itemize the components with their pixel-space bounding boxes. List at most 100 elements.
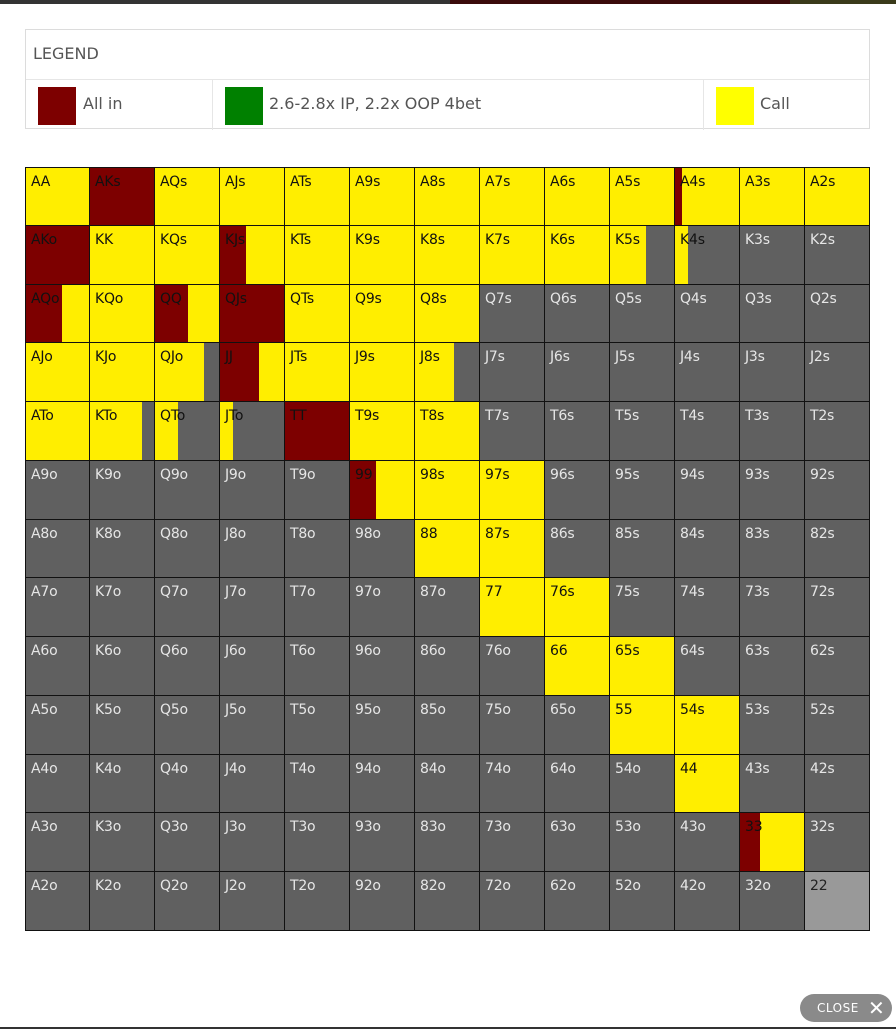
hand-label: Q7o — [160, 584, 188, 600]
hand-cell-99: 99 — [350, 461, 415, 520]
hand-label: T2o — [290, 878, 316, 894]
legend-label-4bet: 2.6-2.8x IP, 2.2x OOP 4bet — [269, 94, 482, 113]
hand-label: A5s — [615, 174, 641, 190]
hand-cell-63s: 63s — [740, 637, 805, 696]
hand-label: 42o — [680, 878, 706, 894]
hand-cell-qq: QQ — [155, 285, 220, 343]
hand-cell-q5s: Q5s — [610, 285, 675, 343]
hand-label: Q4o — [160, 761, 188, 777]
hand-label: K8s — [420, 232, 445, 248]
hand-label: 95s — [615, 467, 640, 483]
call-fill — [545, 226, 609, 284]
allin-fill — [220, 343, 259, 401]
hand-label: QJo — [160, 349, 184, 365]
hand-cell-32o: 32o — [740, 872, 805, 931]
hand-cell-54o: 54o — [610, 755, 675, 813]
hand-cell-a7o: A7o — [25, 578, 90, 637]
hand-label: 54s — [680, 702, 705, 718]
call-fill — [415, 168, 479, 225]
hand-cell-95o: 95o — [350, 696, 415, 755]
hand-cell-k4s: K4s — [675, 226, 740, 285]
hand-cell-t6o: T6o — [285, 637, 350, 696]
hand-cell-97o: 97o — [350, 578, 415, 637]
call-fill — [805, 168, 869, 225]
hand-label: Q8o — [160, 526, 188, 542]
hand-cell-87s: 87s — [480, 520, 545, 578]
call-fill — [545, 578, 609, 636]
hand-cell-qts: QTs — [285, 285, 350, 343]
hand-label: 54o — [615, 761, 641, 777]
hand-cell-t2o: T2o — [285, 872, 350, 931]
hand-label: J7o — [225, 584, 247, 600]
call-fill — [155, 168, 219, 225]
hand-label: J6s — [550, 349, 570, 365]
hand-label: T4s — [680, 408, 705, 424]
hand-label: K6s — [550, 232, 575, 248]
hand-cell-k2o: K2o — [90, 872, 155, 931]
hand-label: 65o — [550, 702, 576, 718]
hand-cell-q6o: Q6o — [155, 637, 220, 696]
legend-row: All in 2.6-2.8x IP, 2.2x OOP 4bet Call — [26, 80, 869, 130]
hand-label: 85o — [420, 702, 446, 718]
hand-cell-a9o: A9o — [25, 461, 90, 520]
hand-cell-95s: 95s — [610, 461, 675, 520]
hand-cell-j4o: J4o — [220, 755, 285, 813]
hand-label: TT — [290, 408, 307, 424]
hand-label: J3o — [225, 819, 247, 835]
hand-cell-93o: 93o — [350, 813, 415, 872]
hand-cell-a3o: A3o — [25, 813, 90, 872]
hand-label: 52o — [615, 878, 641, 894]
hand-label: A2o — [31, 878, 58, 894]
hand-cell-k3o: K3o — [90, 813, 155, 872]
hand-label: 63o — [550, 819, 576, 835]
hand-label: ATo — [31, 408, 54, 424]
hand-cell-jto: JTo — [220, 402, 285, 461]
hand-cell-82o: 82o — [415, 872, 480, 931]
hand-cell-t3s: T3s — [740, 402, 805, 461]
hand-label: 22 — [810, 878, 828, 894]
allin-fill — [675, 168, 682, 225]
hand-cell-t2s: T2s — [805, 402, 870, 461]
hand-cell-aks: AKs — [90, 167, 155, 226]
hand-cell-t8s: T8s — [415, 402, 480, 461]
hand-cell-62o: 62o — [545, 872, 610, 931]
call-fill — [740, 168, 804, 225]
hand-cell-ato: ATo — [25, 402, 90, 461]
hand-label: 43s — [745, 761, 770, 777]
hand-label: AA — [31, 174, 51, 190]
close-button[interactable]: CLOSE ✕ — [800, 994, 892, 1022]
hand-label: 65s — [615, 643, 640, 659]
hand-cell-j5o: J5o — [220, 696, 285, 755]
hand-cell-k5o: K5o — [90, 696, 155, 755]
hand-cell-65s: 65s — [610, 637, 675, 696]
hand-cell-t6s: T6s — [545, 402, 610, 461]
hand-cell-92s: 92s — [805, 461, 870, 520]
hand-label: A3o — [31, 819, 58, 835]
hand-cell-32s: 32s — [805, 813, 870, 872]
hand-cell-43s: 43s — [740, 755, 805, 813]
call-fill — [415, 226, 479, 284]
hand-label: 43o — [680, 819, 706, 835]
hand-cell-42o: 42o — [675, 872, 740, 931]
hand-cell-43o: 43o — [675, 813, 740, 872]
call-fill — [480, 578, 544, 636]
hand-label: QTo — [160, 408, 186, 424]
hand-cell-86s: 86s — [545, 520, 610, 578]
hand-label: T9o — [290, 467, 316, 483]
hand-cell-94o: 94o — [350, 755, 415, 813]
hand-label: 52s — [810, 702, 835, 718]
legend-title: LEGEND — [26, 30, 869, 80]
hand-cell-52o: 52o — [610, 872, 675, 931]
allin-fill — [155, 285, 188, 342]
hand-label: Q6s — [550, 291, 577, 307]
hand-cell-j2o: J2o — [220, 872, 285, 931]
top-bar-accent — [450, 0, 790, 4]
hand-label: K3s — [745, 232, 770, 248]
hand-label: KTs — [290, 232, 312, 248]
hand-cell-kto: KTo — [90, 402, 155, 461]
hand-cell-aqo: AQo — [25, 285, 90, 343]
hand-cell-98o: 98o — [350, 520, 415, 578]
hand-label: J5s — [615, 349, 635, 365]
hand-label: KQo — [95, 291, 124, 307]
hand-label: Q2o — [160, 878, 188, 894]
